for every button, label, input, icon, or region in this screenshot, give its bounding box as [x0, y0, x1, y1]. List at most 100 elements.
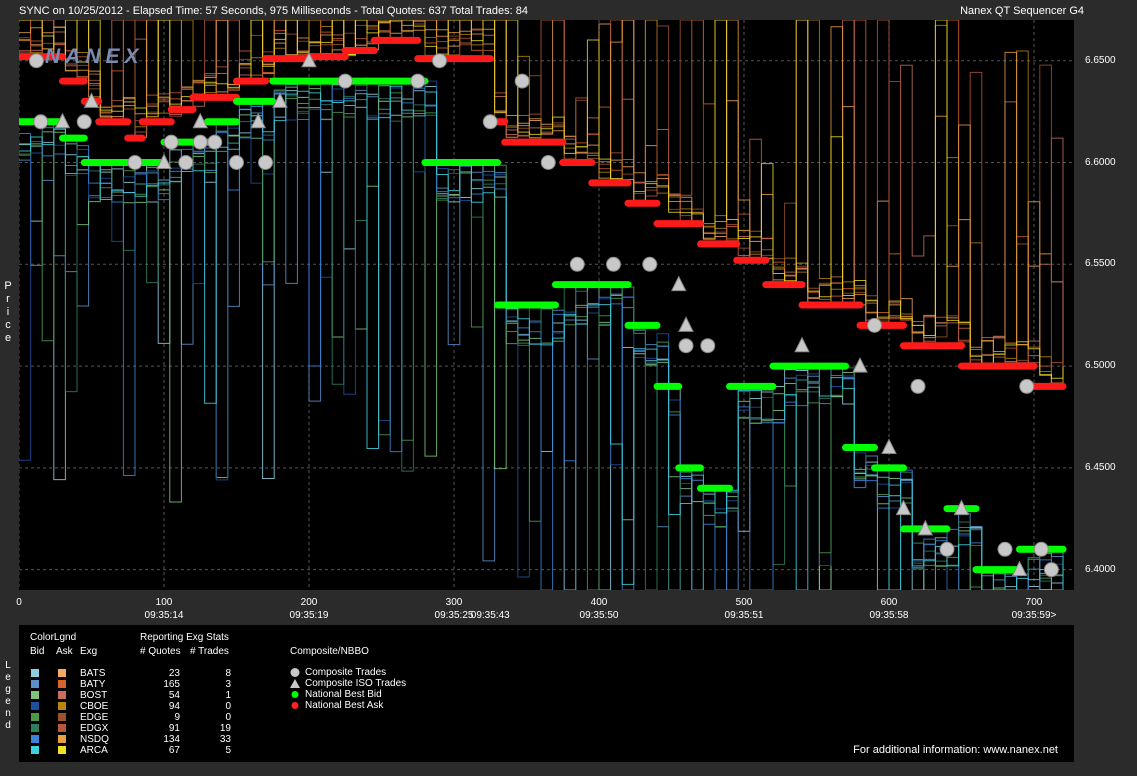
legend-composite-title: Composite/NBBO	[290, 646, 369, 657]
y-tick-label: 6.5000	[1085, 360, 1116, 372]
bid-color-swatch	[31, 713, 39, 721]
composite-trade-point	[410, 73, 426, 89]
exchange-trades: 0	[225, 712, 231, 723]
iso-trade-point	[895, 499, 912, 516]
iso-trade-point	[852, 356, 868, 373]
nbbo-dot-icon	[291, 702, 299, 709]
composite-trade-icon	[290, 668, 300, 677]
composite-trade-point	[192, 134, 208, 150]
y-tick-label: 6.6500	[1085, 54, 1116, 66]
plot-area[interactable]: NANEX	[19, 20, 1074, 590]
y-tick-label: 6.4500	[1085, 461, 1116, 473]
legend-ask-header: Ask	[56, 646, 73, 657]
ask-color-swatch	[58, 713, 66, 721]
x-tick-label: 200	[300, 597, 318, 608]
iso-trade-point	[953, 499, 970, 516]
composite-trade-point	[1043, 562, 1059, 578]
exchange-trades: 33	[219, 734, 231, 745]
bid-color-swatch	[31, 669, 39, 677]
x-time-label: 09:35:59>	[1011, 610, 1057, 621]
exchange-name: EDGX	[80, 723, 109, 734]
iso-trade-point	[54, 112, 71, 129]
bid-color-swatch	[31, 691, 39, 699]
exchange-trades: 0	[225, 701, 231, 712]
x-axis-labels: 0 100 09:35:14 200 09:35:19 300 09:35:25 400 09:…	[0, 592, 1137, 622]
legend-stats-title: Reporting Exg Stats	[140, 632, 229, 643]
composite-trade-point	[76, 114, 92, 130]
composite-trade-point	[178, 155, 194, 170]
x-time-label: 09:35:19	[289, 610, 329, 621]
x-tick-label: 700	[1025, 597, 1043, 608]
exchange-quotes: 165	[163, 679, 180, 690]
iso-trade-icon	[290, 679, 300, 688]
ask-color-swatch	[58, 702, 66, 710]
x-time-label: 09:35:51	[724, 610, 764, 621]
composite-trade-point	[606, 256, 621, 272]
exchange-name: CBOE	[80, 701, 109, 712]
composite-trade-point	[569, 256, 585, 272]
iso-trade-point	[794, 336, 810, 353]
composite-trade-point	[700, 338, 716, 354]
iso-trade-point	[83, 92, 100, 108]
y-axis-labels: 6.4000 6.4500 6.5000 6.5500 6.6000 6.6500	[1076, 20, 1136, 590]
iso-trade-point	[670, 275, 687, 292]
x-time-label: 09:35:14	[144, 610, 184, 621]
legend-colorlgnd-header: ColorLgnd	[30, 632, 77, 643]
legend-exchange-row: BATS 23 8	[19, 668, 419, 679]
iso-trade-point	[192, 112, 209, 129]
title-bar: SYNC on 10/25/2012 - Elapsed Time: 57 Se…	[0, 0, 1137, 20]
composite-trade-point	[939, 541, 955, 557]
bid-color-swatch	[31, 724, 39, 732]
y-tick-label: 6.5500	[1085, 258, 1116, 270]
exchange-trades: 19	[219, 723, 231, 734]
exchange-name: BATS	[80, 668, 106, 679]
legend-exchange-row: EDGX 91 19	[19, 723, 419, 734]
chart-header-app-name: Nanex QT Sequencer G4	[960, 5, 1084, 17]
ask-color-swatch	[58, 724, 66, 732]
exchange-quotes: 23	[168, 668, 180, 679]
exchange-name: EDGE	[80, 712, 109, 723]
nbbo-dot-icon	[291, 691, 299, 698]
x-tick-label: 0	[16, 597, 22, 608]
composite-trade-point	[1019, 378, 1035, 394]
legend-exchange-row: BOST 54 1	[19, 690, 419, 701]
composite-trade-point	[432, 53, 447, 69]
composite-trade-point	[997, 541, 1013, 557]
composite-trade-point	[337, 73, 353, 89]
x-tick-label: 300	[445, 597, 463, 608]
iso-trade-point	[881, 438, 897, 454]
x-tick-label: 400	[590, 597, 608, 608]
composite-label: National Best Bid	[305, 689, 382, 700]
ask-color-swatch	[58, 746, 66, 754]
legend-bid-header: Bid	[30, 646, 45, 657]
legend-exchange-row: BATY 165 3	[19, 679, 419, 690]
info-link[interactable]: For additional information: www.nanex.ne…	[853, 744, 1058, 756]
iso-trade-point	[301, 51, 317, 68]
bid-color-swatch	[31, 702, 39, 710]
exchange-trades: 8	[225, 668, 231, 679]
exchange-quotes: 94	[168, 701, 180, 712]
composite-trade-point	[1033, 541, 1049, 557]
exchange-name: BOST	[80, 690, 108, 701]
exchange-name: ARCA	[80, 745, 108, 756]
legend-exg-header: Exg	[80, 646, 98, 657]
iso-trade-point	[1011, 560, 1028, 577]
composite-trade-point	[867, 317, 882, 333]
exchange-trades: 3	[225, 679, 231, 690]
iso-trade-point	[250, 112, 267, 129]
x-time-label: 09:35:58	[869, 610, 909, 621]
legend-trades-header: # Trades	[190, 646, 229, 657]
x-tick-label: 600	[880, 597, 898, 608]
composite-trade-point	[33, 114, 49, 130]
composite-trade-point	[207, 134, 223, 150]
exchange-quotes: 54	[168, 690, 180, 701]
composite-trade-point	[910, 378, 926, 394]
composite-trade-point	[229, 155, 244, 170]
exchange-name: NSDQ	[80, 734, 109, 745]
x-time-label: 09:35:25	[434, 610, 474, 621]
legend-exchange-row: ARCA 67 5	[19, 745, 419, 756]
composite-label: Composite ISO Trades	[305, 678, 407, 689]
legend-exchange-row: EDGE 9 0	[19, 712, 419, 723]
